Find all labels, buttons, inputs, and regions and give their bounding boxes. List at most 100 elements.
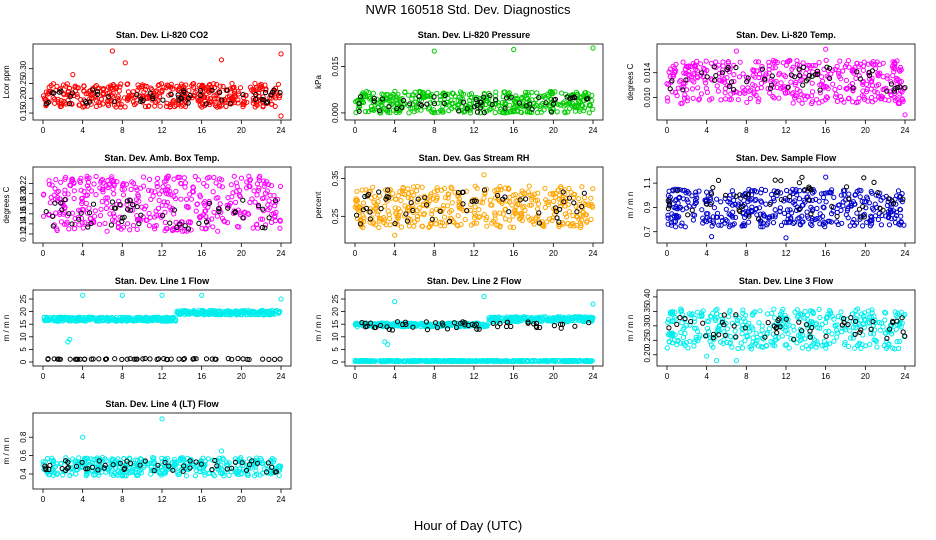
data-point xyxy=(731,78,737,85)
data-point xyxy=(792,82,798,88)
data-point xyxy=(432,110,438,116)
data-point xyxy=(708,60,715,66)
data-point xyxy=(823,199,829,205)
data-point xyxy=(861,211,868,217)
data-point xyxy=(252,199,258,205)
hourly-point xyxy=(252,96,259,103)
data-point xyxy=(484,98,490,104)
data-point xyxy=(130,89,136,95)
data-point xyxy=(809,100,815,107)
data-point xyxy=(863,89,870,95)
data-point xyxy=(776,70,783,76)
data-point xyxy=(698,61,704,67)
data-point xyxy=(850,99,856,105)
data-point xyxy=(394,214,400,220)
data-point xyxy=(369,106,375,113)
data-point xyxy=(92,213,98,219)
data-point xyxy=(275,81,281,87)
data-point xyxy=(103,205,110,211)
hourly-point xyxy=(704,74,710,80)
hourly-point xyxy=(185,100,191,106)
hourly-point xyxy=(277,356,283,362)
data-point xyxy=(362,109,368,115)
data-point xyxy=(411,184,417,190)
data-point xyxy=(148,188,155,194)
data-point xyxy=(695,85,701,91)
hourly-point xyxy=(478,99,484,106)
data-point xyxy=(449,185,455,192)
data-point xyxy=(210,224,216,230)
data-point xyxy=(883,85,889,91)
data-point xyxy=(128,186,134,193)
data-point xyxy=(778,80,784,86)
data-point xyxy=(515,197,521,203)
data-point xyxy=(667,74,673,80)
data-point xyxy=(263,222,269,228)
data-point xyxy=(554,109,560,115)
data-point xyxy=(143,203,149,209)
data-point xyxy=(420,223,426,229)
data-point xyxy=(140,83,146,90)
data-point xyxy=(843,77,850,84)
hourly-point xyxy=(376,189,382,195)
x-tick-label: 0 xyxy=(353,372,358,381)
data-point xyxy=(173,188,179,194)
data-point xyxy=(816,60,822,66)
hourly-point xyxy=(415,196,421,202)
data-point xyxy=(579,184,585,190)
data-points xyxy=(40,48,284,119)
data-point xyxy=(400,188,406,194)
hourly-point xyxy=(814,71,820,78)
data-point xyxy=(718,222,724,228)
y-axis-label: m / m n xyxy=(626,192,635,219)
data-point xyxy=(354,206,360,212)
data-point xyxy=(777,208,783,214)
y-tick-label: 0.25 xyxy=(19,75,28,91)
data-point xyxy=(223,103,229,110)
data-point xyxy=(525,189,531,195)
hourly-point xyxy=(857,76,864,82)
data-point xyxy=(219,184,225,190)
x-tick-label: 24 xyxy=(277,372,286,381)
data-point xyxy=(585,201,591,207)
data-point xyxy=(456,192,462,199)
hourly-point xyxy=(416,94,422,100)
data-point xyxy=(707,97,713,103)
x-tick-label: 20 xyxy=(549,126,558,135)
data-point xyxy=(155,205,161,212)
data-point xyxy=(71,180,77,186)
data-point xyxy=(376,224,382,231)
data-point xyxy=(87,216,93,222)
data-point xyxy=(268,183,275,189)
data-point xyxy=(235,100,241,106)
data-point xyxy=(213,180,219,186)
hourly-point xyxy=(119,356,125,362)
data-point xyxy=(51,192,57,198)
x-tick-label: 24 xyxy=(901,126,910,135)
hourly-point xyxy=(49,213,56,219)
x-tick-label: 4 xyxy=(392,372,397,381)
data-point xyxy=(46,181,53,187)
data-point xyxy=(64,81,70,87)
hourly-point xyxy=(827,65,833,71)
data-point xyxy=(211,174,217,181)
data-point xyxy=(191,84,197,90)
hourly-point xyxy=(561,199,567,205)
hourly-point xyxy=(209,87,215,93)
data-point xyxy=(92,208,98,214)
hourly-point xyxy=(266,356,272,362)
data-point xyxy=(62,191,68,197)
data-point xyxy=(589,98,595,104)
x-tick-label: 24 xyxy=(589,249,598,258)
data-point xyxy=(411,223,417,229)
x-tick-label: 0 xyxy=(353,249,358,258)
data-point xyxy=(216,183,223,189)
hourly-point xyxy=(127,197,133,203)
hourly-point xyxy=(564,94,570,100)
data-point xyxy=(665,212,671,218)
data-point xyxy=(417,211,423,217)
data-point xyxy=(487,197,493,203)
data-point xyxy=(898,67,904,73)
data-point xyxy=(134,226,140,232)
